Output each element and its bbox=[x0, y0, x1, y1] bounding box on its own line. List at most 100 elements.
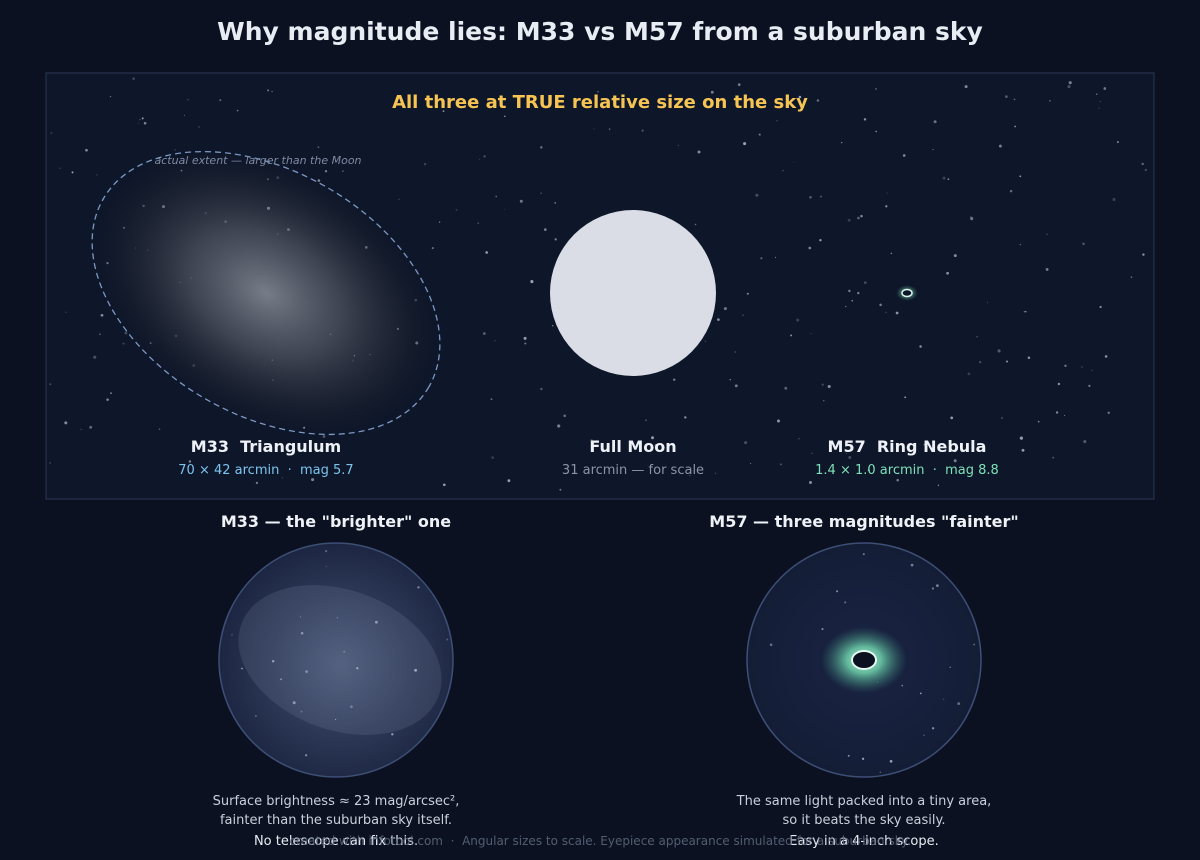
star bbox=[414, 668, 418, 672]
star bbox=[784, 386, 788, 390]
star bbox=[862, 553, 865, 556]
star bbox=[64, 421, 68, 425]
star bbox=[779, 463, 782, 466]
star bbox=[446, 638, 449, 641]
star bbox=[723, 307, 727, 311]
star bbox=[845, 305, 847, 308]
star bbox=[755, 193, 759, 197]
star bbox=[300, 631, 304, 635]
star bbox=[931, 587, 934, 590]
star bbox=[391, 733, 394, 736]
star bbox=[851, 444, 853, 446]
star bbox=[848, 456, 852, 459]
star bbox=[540, 146, 543, 149]
star bbox=[932, 149, 934, 151]
star bbox=[305, 670, 308, 673]
star bbox=[734, 384, 738, 388]
star bbox=[782, 169, 784, 172]
star bbox=[85, 148, 88, 152]
star bbox=[483, 155, 486, 158]
star bbox=[423, 163, 427, 166]
star bbox=[540, 192, 542, 194]
star bbox=[1081, 366, 1083, 368]
star bbox=[1014, 125, 1016, 128]
star bbox=[311, 478, 315, 482]
star bbox=[187, 99, 189, 101]
star bbox=[431, 247, 434, 250]
m57-eyepiece-view bbox=[746, 542, 982, 778]
footer-note: created with infotool.com · Angular size… bbox=[290, 834, 911, 848]
star bbox=[398, 198, 400, 200]
star bbox=[1021, 448, 1025, 452]
star bbox=[986, 302, 988, 304]
star bbox=[860, 214, 863, 218]
star bbox=[758, 133, 761, 136]
star bbox=[1037, 420, 1040, 423]
star bbox=[100, 313, 104, 317]
star bbox=[769, 643, 773, 647]
star bbox=[255, 715, 257, 717]
star bbox=[935, 584, 939, 588]
star bbox=[750, 462, 752, 464]
star bbox=[65, 311, 67, 313]
star bbox=[325, 565, 327, 567]
star bbox=[132, 77, 135, 80]
star bbox=[231, 634, 233, 636]
star bbox=[734, 351, 736, 353]
star bbox=[645, 419, 647, 422]
star bbox=[810, 333, 812, 335]
star bbox=[851, 299, 854, 302]
star bbox=[729, 379, 731, 381]
star bbox=[845, 452, 847, 454]
star bbox=[964, 85, 968, 89]
star bbox=[183, 114, 185, 116]
star bbox=[923, 444, 925, 446]
star bbox=[942, 176, 946, 180]
star bbox=[554, 238, 557, 241]
star bbox=[714, 472, 717, 475]
star bbox=[1009, 189, 1013, 193]
star bbox=[324, 170, 328, 173]
star bbox=[933, 120, 937, 124]
star bbox=[867, 469, 870, 472]
star bbox=[885, 311, 887, 313]
star bbox=[236, 109, 239, 112]
star bbox=[976, 336, 978, 338]
star bbox=[1141, 162, 1144, 166]
star bbox=[1027, 356, 1031, 360]
star bbox=[530, 280, 534, 284]
star bbox=[188, 460, 192, 463]
star bbox=[742, 314, 745, 317]
star bbox=[970, 217, 974, 221]
star bbox=[937, 484, 940, 486]
star bbox=[478, 159, 480, 161]
star bbox=[1142, 253, 1145, 256]
star bbox=[760, 257, 763, 260]
star bbox=[1082, 242, 1085, 246]
star bbox=[919, 692, 922, 695]
star bbox=[106, 398, 109, 401]
star bbox=[1099, 305, 1102, 309]
star bbox=[827, 384, 831, 389]
star bbox=[694, 223, 697, 226]
star bbox=[836, 590, 839, 593]
star bbox=[1049, 100, 1051, 102]
star bbox=[299, 616, 302, 618]
star bbox=[967, 372, 971, 376]
star bbox=[281, 477, 284, 479]
star bbox=[809, 481, 812, 484]
m57-caption-line: Easy in a 4-inch scope. bbox=[789, 834, 938, 849]
m57-eyepiece-ring bbox=[851, 650, 877, 670]
star bbox=[482, 332, 486, 335]
star bbox=[1005, 360, 1009, 363]
star bbox=[923, 734, 925, 736]
star bbox=[654, 443, 658, 447]
star bbox=[89, 425, 93, 429]
star bbox=[491, 456, 494, 459]
m33-caption-line: Surface brightness ≈ 23 mag/arcsec², bbox=[213, 794, 460, 809]
star bbox=[122, 342, 125, 345]
star bbox=[847, 218, 851, 222]
star bbox=[292, 701, 296, 705]
m33-name: M33 Triangulum bbox=[191, 437, 341, 456]
